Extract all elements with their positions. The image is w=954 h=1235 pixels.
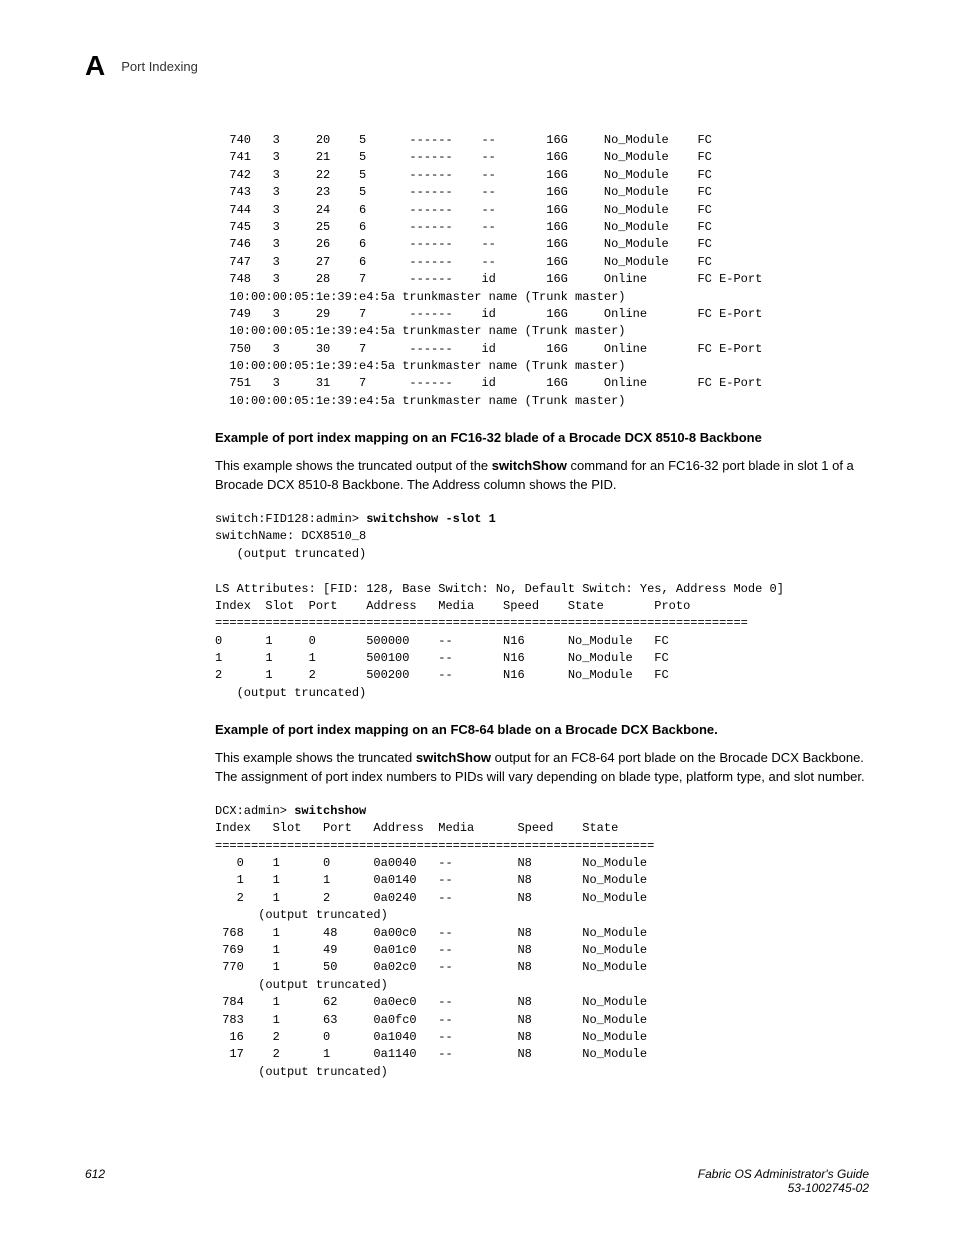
code2-command: switchshow -slot 1 bbox=[366, 512, 496, 526]
paragraph-2: This example shows the truncated switchS… bbox=[215, 749, 869, 787]
doc-title: Fabric OS Administrator's Guide bbox=[698, 1167, 869, 1181]
paragraph-1: This example shows the truncated output … bbox=[215, 457, 869, 495]
page-number: 612 bbox=[85, 1167, 105, 1195]
header-title: Port Indexing bbox=[121, 59, 198, 74]
code-block-2: switch:FID128:admin> switchshow -slot 1 … bbox=[215, 511, 869, 702]
code2-prompt: switch:FID128:admin> bbox=[215, 512, 366, 526]
example-heading-1: Example of port index mapping on an FC16… bbox=[215, 430, 869, 445]
code3-prompt: DCX:admin> bbox=[215, 804, 294, 818]
footer-right: Fabric OS Administrator's Guide 53-10027… bbox=[698, 1167, 869, 1195]
page-content: 740 3 20 5 ------ -- 16G No_Module FC 74… bbox=[215, 132, 869, 1081]
code3-body: Index Slot Port Address Media Speed Stat… bbox=[215, 821, 654, 1078]
appendix-letter: A bbox=[85, 50, 105, 82]
code3-command: switchshow bbox=[294, 804, 366, 818]
page-footer: 612 Fabric OS Administrator's Guide 53-1… bbox=[85, 1167, 869, 1195]
para2-text-a: This example shows the truncated bbox=[215, 750, 416, 765]
example-heading-2: Example of port index mapping on an FC8-… bbox=[215, 722, 869, 737]
code2-body: switchName: DCX8510_8 (output truncated)… bbox=[215, 529, 784, 700]
page-header: A Port Indexing bbox=[85, 50, 869, 82]
para1-bold: switchShow bbox=[492, 458, 567, 473]
para2-bold: switchShow bbox=[416, 750, 491, 765]
para1-text-a: This example shows the truncated output … bbox=[215, 458, 492, 473]
code-block-1: 740 3 20 5 ------ -- 16G No_Module FC 74… bbox=[215, 132, 869, 410]
doc-number: 53-1002745-02 bbox=[698, 1181, 869, 1195]
code-block-3: DCX:admin> switchshow Index Slot Port Ad… bbox=[215, 803, 869, 1081]
